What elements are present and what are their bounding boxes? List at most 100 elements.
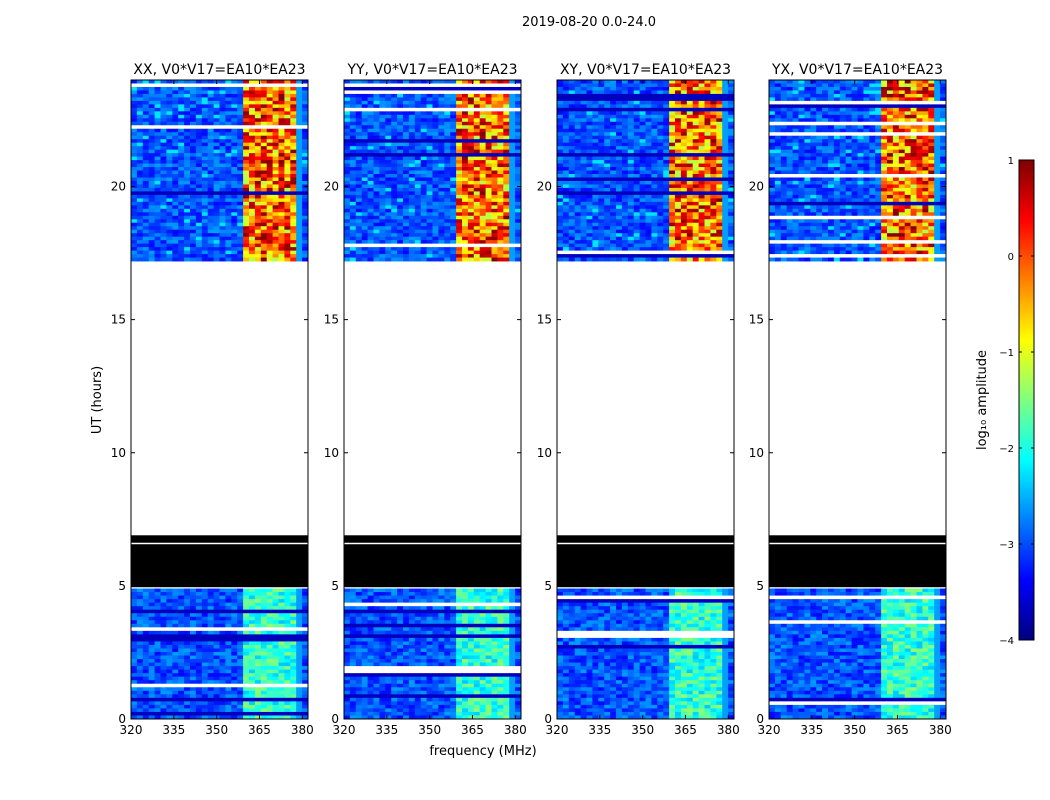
heatmap-cell bbox=[142, 641, 150, 646]
heatmap-cell bbox=[131, 201, 138, 206]
heatmap-cell bbox=[491, 620, 498, 625]
heatmap-cell bbox=[355, 627, 363, 632]
heatmap-cell bbox=[509, 160, 516, 164]
heatmap-cell bbox=[344, 174, 351, 178]
heatmap-cell bbox=[142, 236, 150, 241]
heatmap-cell bbox=[154, 100, 161, 105]
heatmap-cell bbox=[249, 167, 256, 171]
heatmap-cell bbox=[219, 146, 226, 151]
heatmap-cell bbox=[379, 100, 386, 105]
heatmap-cell bbox=[219, 711, 226, 716]
heatmap-cell bbox=[254, 687, 262, 692]
heatmap-cell bbox=[355, 194, 363, 199]
heatmap-cell bbox=[131, 219, 138, 224]
heatmap-cell bbox=[136, 254, 144, 258]
heatmap-cell bbox=[349, 104, 357, 109]
heatmap-cell bbox=[225, 191, 232, 196]
heatmap-cell bbox=[207, 240, 214, 245]
heatmap-cell bbox=[403, 86, 410, 91]
heatmap-cell bbox=[473, 630, 481, 635]
heatmap-cell bbox=[272, 694, 279, 699]
heatmap-cell bbox=[373, 669, 380, 674]
heatmap-cell bbox=[195, 694, 203, 699]
heatmap-cell bbox=[438, 620, 445, 625]
heatmap-cell bbox=[172, 139, 179, 144]
heatmap-cell bbox=[302, 595, 309, 600]
heatmap-cell bbox=[373, 163, 380, 168]
heatmap-cell bbox=[148, 104, 155, 109]
heatmap-cell bbox=[509, 93, 516, 98]
heatmap-cell bbox=[420, 142, 427, 147]
heatmap-cell bbox=[414, 139, 422, 144]
heatmap-cell bbox=[408, 142, 416, 147]
heatmap-cell bbox=[420, 146, 427, 151]
heatmap-cell bbox=[231, 673, 238, 678]
heatmap-cell bbox=[254, 652, 262, 656]
heatmap-cell bbox=[361, 644, 368, 649]
heatmap-cell bbox=[219, 233, 226, 238]
heatmap-cell bbox=[515, 86, 522, 91]
heatmap-cell bbox=[462, 595, 469, 600]
heatmap-cell bbox=[361, 142, 368, 147]
heatmap-cell bbox=[497, 201, 504, 206]
heatmap-cell bbox=[344, 156, 351, 161]
x-tick-label: 365 bbox=[248, 723, 271, 737]
heatmap-cell bbox=[178, 142, 185, 147]
heatmap-cell bbox=[456, 118, 463, 123]
heatmap-cell bbox=[213, 609, 220, 614]
heatmap-cell bbox=[131, 229, 138, 234]
heatmap-cell bbox=[249, 662, 256, 667]
heatmap-cell bbox=[142, 662, 150, 667]
heatmap-cell bbox=[284, 704, 291, 709]
heatmap-cell bbox=[142, 139, 150, 144]
heatmap-cell bbox=[426, 687, 433, 692]
heatmap-cell bbox=[344, 673, 351, 678]
heatmap-cell bbox=[456, 630, 463, 635]
heatmap-cell bbox=[278, 648, 285, 653]
heatmap-cell bbox=[184, 655, 191, 660]
heatmap-cell bbox=[243, 201, 250, 206]
heatmap-cell bbox=[254, 715, 262, 720]
heatmap-cell bbox=[237, 174, 244, 178]
heatmap-cell bbox=[201, 177, 209, 182]
heatmap-cell bbox=[373, 160, 380, 164]
heatmap-cell bbox=[473, 142, 481, 147]
heatmap-cell bbox=[249, 250, 256, 255]
heatmap-cell bbox=[249, 163, 256, 168]
heatmap-cell bbox=[148, 662, 155, 667]
heatmap-cell bbox=[491, 194, 498, 199]
heatmap-cell bbox=[249, 666, 256, 671]
heatmap-cell bbox=[249, 634, 256, 639]
heatmap-cell bbox=[479, 620, 486, 625]
heatmap-cell bbox=[148, 107, 155, 112]
heatmap-cell bbox=[515, 630, 522, 635]
heatmap-cell bbox=[166, 634, 173, 639]
heatmap-cell bbox=[148, 93, 155, 98]
heatmap-cell bbox=[444, 644, 451, 649]
heatmap-cell bbox=[361, 194, 368, 199]
heatmap-cell bbox=[178, 226, 185, 231]
heatmap-cell bbox=[361, 701, 368, 706]
heatmap-cell bbox=[237, 236, 244, 241]
heatmap-cell bbox=[355, 201, 363, 206]
heatmap-cell bbox=[302, 715, 309, 720]
heatmap-cell bbox=[243, 93, 250, 98]
heatmap-cell bbox=[178, 247, 185, 251]
heatmap-cell bbox=[408, 711, 416, 716]
heatmap-cell bbox=[479, 701, 486, 706]
heatmap-cell bbox=[266, 687, 273, 692]
heatmap-cell bbox=[160, 606, 167, 611]
heatmap-cell bbox=[373, 146, 380, 151]
heatmap-cell bbox=[349, 609, 357, 614]
heatmap-cell bbox=[515, 606, 522, 611]
heatmap-cell bbox=[290, 153, 297, 157]
heatmap-cell bbox=[344, 708, 351, 713]
heatmap-cell bbox=[403, 694, 410, 699]
heatmap-cell bbox=[254, 616, 262, 621]
heatmap-cell bbox=[249, 114, 256, 119]
heatmap-cell bbox=[373, 121, 380, 126]
heatmap-cell bbox=[432, 160, 439, 164]
heatmap-cell bbox=[284, 135, 291, 140]
heatmap-cell bbox=[225, 250, 232, 255]
heatmap-cell bbox=[361, 711, 368, 716]
